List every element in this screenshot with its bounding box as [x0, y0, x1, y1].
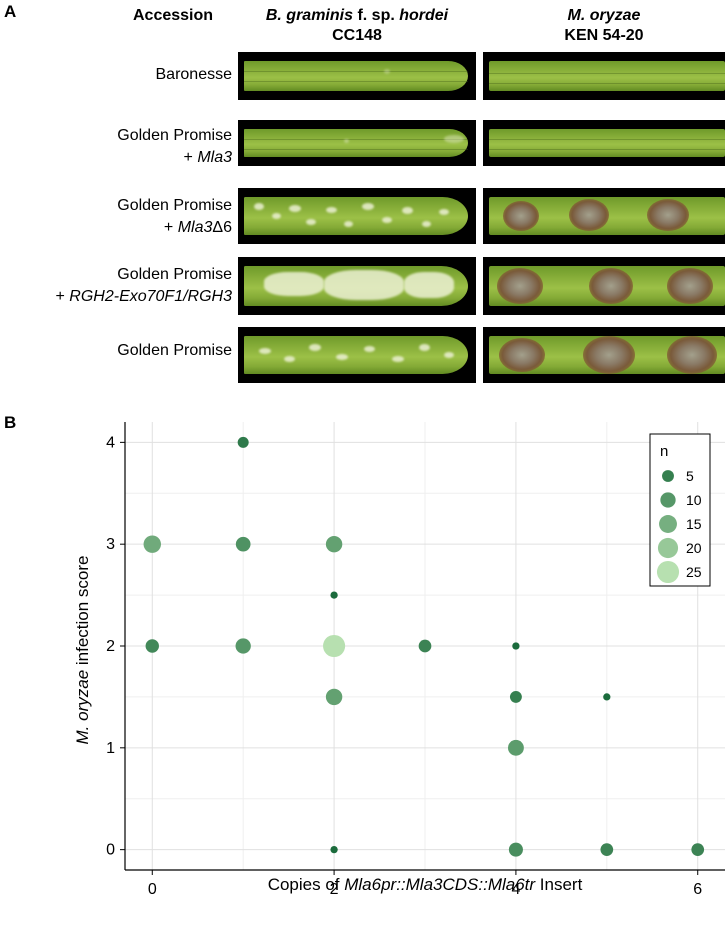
data-point	[235, 536, 251, 552]
data-point	[325, 535, 343, 553]
col2-header: M. oryzae KEN 54-20	[564, 7, 644, 44]
y-tick-label: 1	[106, 740, 115, 757]
accession-label-golden-promise: Golden Promise	[117, 342, 232, 359]
leaf-photo-bgh-gp-mla3d6	[238, 188, 476, 244]
data-point	[507, 739, 524, 756]
legend-key	[659, 515, 677, 533]
leaf-photo-bgh-gp-rgh	[238, 257, 476, 315]
leaf-photo-mo-golden-promise	[483, 327, 725, 383]
legend-box	[649, 433, 711, 587]
leaf-photo-bgh-gp-mla3	[238, 120, 476, 166]
data-point	[237, 436, 249, 448]
legend-label: 10	[686, 492, 702, 508]
legend-key	[656, 560, 680, 584]
panel-b-label: B	[4, 413, 17, 432]
data-point	[600, 843, 614, 856]
accession-label-gp-rgh: Golden Promise + RGH2-Exo70F1/RGH3	[55, 266, 232, 305]
data-point	[330, 845, 338, 854]
legend-label: 5	[686, 468, 694, 484]
data-point	[509, 690, 522, 703]
legend-label: 15	[686, 516, 702, 532]
legend-title: n	[660, 443, 668, 460]
data-point	[323, 634, 346, 658]
legend-label: 20	[686, 540, 702, 556]
data-point	[330, 591, 338, 599]
leaf-photo-mo-gp-rgh	[483, 257, 725, 315]
data-point	[235, 638, 251, 654]
accession-label-gp-mla3: Golden Promise + Mla3	[117, 127, 232, 166]
leaf-photo-bgh-baronesse	[238, 52, 476, 100]
data-point	[603, 693, 611, 701]
leaf-photo-mo-gp-mla3	[483, 120, 725, 166]
y-tick-label: 4	[106, 434, 115, 451]
x-axis-label: Copies of Mla6pr::Mla3CDS::Mla6tr Insert	[268, 875, 583, 894]
accession-label-baronesse: Baronesse	[155, 66, 233, 83]
x-tick-label: 6	[693, 881, 702, 898]
accession-header: Accession	[133, 7, 214, 24]
leaf-photo-mo-gp-mla3d6	[483, 188, 725, 244]
leaf-photo-bgh-golden-promise	[238, 327, 476, 383]
accession-label-gp-mla3d6: Golden Promise + Mla3Δ6	[117, 197, 232, 236]
data-point	[143, 535, 161, 553]
x-tick-label: 0	[148, 881, 157, 898]
legend-key	[660, 492, 676, 508]
leaf-photo-mo-baronesse	[483, 52, 725, 100]
col1-header: B. graminis f. sp. hordei CC148	[265, 7, 449, 44]
y-tick-label: 2	[106, 638, 115, 655]
data-point	[145, 639, 159, 653]
legend-key	[657, 537, 679, 559]
y-tick-label: 0	[106, 842, 115, 859]
data-point	[512, 642, 520, 650]
data-point	[418, 639, 432, 653]
x-tick-label: 2	[330, 881, 339, 898]
data-point	[508, 842, 523, 857]
infection-score-chart: 0 1 2 3 4 0 2 4 6 n 5 10 15 20 25 M. oryzae infection…	[73, 422, 725, 898]
legend-key	[662, 470, 674, 482]
data-point	[691, 843, 705, 856]
y-tick-label: 3	[106, 536, 115, 553]
y-axis-label: M. oryzae infection score	[73, 556, 92, 745]
data-point	[325, 688, 343, 706]
x-tick-label: 4	[511, 881, 520, 898]
legend-label: 25	[686, 564, 702, 580]
panel-a-label: A	[4, 2, 17, 21]
